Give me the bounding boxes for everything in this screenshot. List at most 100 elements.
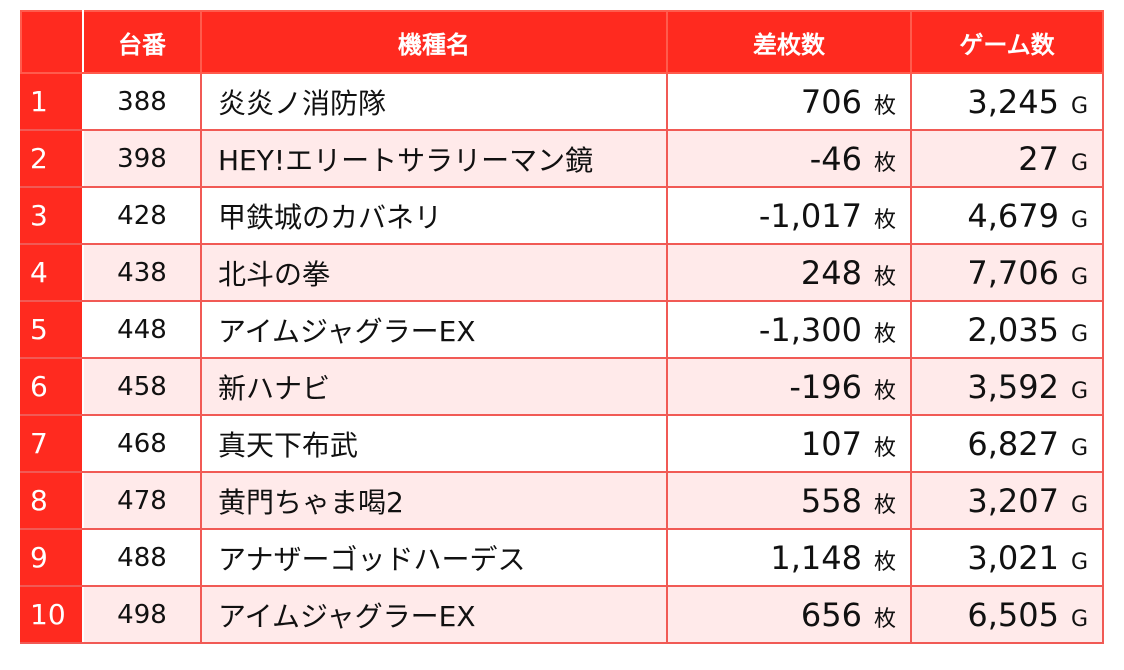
diff-medals-cell: -196 枚 bbox=[666, 357, 912, 416]
table-row[interactable]: 4 438 北斗の拳 248 枚 7,706 G bbox=[20, 243, 1104, 302]
game-count-value: 3,207 bbox=[967, 481, 1059, 520]
game-count-unit: G bbox=[1070, 435, 1088, 461]
game-count-cell: 27 G bbox=[910, 129, 1104, 188]
model-name-cell[interactable]: 新ハナビ bbox=[200, 357, 668, 416]
game-count-cell: 3,021 G bbox=[910, 528, 1104, 587]
diff-medals-cell: 107 枚 bbox=[666, 414, 912, 473]
model-name-cell[interactable]: 甲鉄城のカバネリ bbox=[200, 186, 668, 245]
game-count-value: 4,679 bbox=[967, 196, 1059, 235]
header-model-name[interactable]: 機種名 bbox=[200, 10, 668, 74]
results-table-container: 台番 機種名 差枚数 ゲーム数 1 388 炎炎ノ消防隊 706 枚 3,245 G 2 398… bbox=[20, 10, 1104, 644]
machine-number-cell[interactable]: 428 bbox=[82, 186, 202, 245]
machine-number-cell[interactable]: 398 bbox=[82, 129, 202, 188]
table-row[interactable]: 2 398 HEY!エリートサラリーマン鏡 -46 枚 27 G bbox=[20, 129, 1104, 188]
game-count-unit: G bbox=[1070, 549, 1088, 575]
table-row[interactable]: 3 428 甲鉄城のカバネリ -1,017 枚 4,679 G bbox=[20, 186, 1104, 245]
game-count-cell: 7,706 G bbox=[910, 243, 1104, 302]
machine-number-cell[interactable]: 448 bbox=[82, 300, 202, 359]
diff-value: -1,300 bbox=[758, 310, 862, 349]
game-count-unit: G bbox=[1070, 264, 1088, 290]
diff-unit: 枚 bbox=[873, 264, 896, 290]
rank-cell: 8 bbox=[20, 471, 84, 530]
diff-unit: 枚 bbox=[873, 435, 896, 461]
table-row[interactable]: 10 498 アイムジャグラーEX 656 枚 6,505 G bbox=[20, 585, 1104, 644]
diff-medals-cell: 248 枚 bbox=[666, 243, 912, 302]
table-row[interactable]: 8 478 黄門ちゃま喝2 558 枚 3,207 G bbox=[20, 471, 1104, 530]
game-count-unit: G bbox=[1070, 378, 1088, 404]
game-count-value: 3,245 bbox=[967, 82, 1059, 121]
game-count-value: 7,706 bbox=[967, 253, 1059, 292]
model-name-cell[interactable]: 北斗の拳 bbox=[200, 243, 668, 302]
diff-value: 656 bbox=[800, 595, 862, 634]
diff-medals-cell: 1,148 枚 bbox=[666, 528, 912, 587]
table-body: 1 388 炎炎ノ消防隊 706 枚 3,245 G 2 398 HEY!エリートサラリーマン鏡 -… bbox=[20, 72, 1104, 644]
diff-medals-cell: 656 枚 bbox=[666, 585, 912, 644]
model-name-cell[interactable]: 真天下布武 bbox=[200, 414, 668, 473]
game-count-cell: 2,035 G bbox=[910, 300, 1104, 359]
header-rank bbox=[20, 10, 84, 74]
game-count-value: 2,035 bbox=[967, 310, 1059, 349]
game-count-unit: G bbox=[1070, 606, 1088, 632]
machine-number-cell[interactable]: 438 bbox=[82, 243, 202, 302]
header-machine-number[interactable]: 台番 bbox=[82, 10, 202, 74]
rank-cell: 7 bbox=[20, 414, 84, 473]
header-game-count[interactable]: ゲーム数 bbox=[910, 10, 1104, 74]
machine-number-cell[interactable]: 458 bbox=[82, 357, 202, 416]
game-count-unit: G bbox=[1070, 93, 1088, 119]
diff-value: 1,148 bbox=[770, 538, 862, 577]
diff-value: -1,017 bbox=[758, 196, 862, 235]
table-row[interactable]: 7 468 真天下布武 107 枚 6,827 G bbox=[20, 414, 1104, 473]
machine-number-cell[interactable]: 488 bbox=[82, 528, 202, 587]
game-count-cell: 4,679 G bbox=[910, 186, 1104, 245]
diff-value: -46 bbox=[809, 139, 862, 178]
table-header-row: 台番 機種名 差枚数 ゲーム数 bbox=[20, 10, 1104, 74]
rank-cell: 1 bbox=[20, 72, 84, 131]
rank-cell: 10 bbox=[20, 585, 84, 644]
diff-medals-cell: 706 枚 bbox=[666, 72, 912, 131]
rank-cell: 2 bbox=[20, 129, 84, 188]
game-count-value: 6,505 bbox=[967, 595, 1059, 634]
diff-medals-cell: -1,017 枚 bbox=[666, 186, 912, 245]
machine-number-cell[interactable]: 468 bbox=[82, 414, 202, 473]
diff-value: 248 bbox=[800, 253, 862, 292]
machine-number-cell[interactable]: 388 bbox=[82, 72, 202, 131]
game-count-cell: 3,592 G bbox=[910, 357, 1104, 416]
table-row[interactable]: 6 458 新ハナビ -196 枚 3,592 G bbox=[20, 357, 1104, 416]
model-name-cell[interactable]: アナザーゴッドハーデス bbox=[200, 528, 668, 587]
machine-number-cell[interactable]: 478 bbox=[82, 471, 202, 530]
game-count-unit: G bbox=[1070, 150, 1088, 176]
diff-value: 706 bbox=[800, 82, 862, 121]
diff-value: -196 bbox=[789, 367, 862, 406]
results-table: 台番 機種名 差枚数 ゲーム数 1 388 炎炎ノ消防隊 706 枚 3,245 G 2 398… bbox=[20, 10, 1104, 644]
game-count-unit: G bbox=[1070, 321, 1088, 347]
diff-unit: 枚 bbox=[873, 549, 896, 575]
game-count-value: 6,827 bbox=[967, 424, 1059, 463]
game-count-cell: 6,827 G bbox=[910, 414, 1104, 473]
diff-unit: 枚 bbox=[873, 321, 896, 347]
game-count-cell: 6,505 G bbox=[910, 585, 1104, 644]
model-name-cell[interactable]: HEY!エリートサラリーマン鏡 bbox=[200, 129, 668, 188]
header-diff-medals[interactable]: 差枚数 bbox=[666, 10, 912, 74]
game-count-cell: 3,207 G bbox=[910, 471, 1104, 530]
game-count-value: 3,592 bbox=[967, 367, 1059, 406]
table-row[interactable]: 1 388 炎炎ノ消防隊 706 枚 3,245 G bbox=[20, 72, 1104, 131]
diff-unit: 枚 bbox=[873, 606, 896, 632]
game-count-value: 3,021 bbox=[967, 538, 1059, 577]
rank-cell: 5 bbox=[20, 300, 84, 359]
diff-medals-cell: -1,300 枚 bbox=[666, 300, 912, 359]
table-row[interactable]: 5 448 アイムジャグラーEX -1,300 枚 2,035 G bbox=[20, 300, 1104, 359]
table-row[interactable]: 9 488 アナザーゴッドハーデス 1,148 枚 3,021 G bbox=[20, 528, 1104, 587]
diff-unit: 枚 bbox=[873, 492, 896, 518]
rank-cell: 3 bbox=[20, 186, 84, 245]
diff-value: 558 bbox=[800, 481, 862, 520]
model-name-cell[interactable]: アイムジャグラーEX bbox=[200, 300, 668, 359]
game-count-value: 27 bbox=[1018, 139, 1059, 178]
model-name-cell[interactable]: 炎炎ノ消防隊 bbox=[200, 72, 668, 131]
game-count-unit: G bbox=[1070, 492, 1088, 518]
model-name-cell[interactable]: アイムジャグラーEX bbox=[200, 585, 668, 644]
diff-medals-cell: -46 枚 bbox=[666, 129, 912, 188]
diff-value: 107 bbox=[800, 424, 862, 463]
model-name-cell[interactable]: 黄門ちゃま喝2 bbox=[200, 471, 668, 530]
game-count-cell: 3,245 G bbox=[910, 72, 1104, 131]
machine-number-cell[interactable]: 498 bbox=[82, 585, 202, 644]
